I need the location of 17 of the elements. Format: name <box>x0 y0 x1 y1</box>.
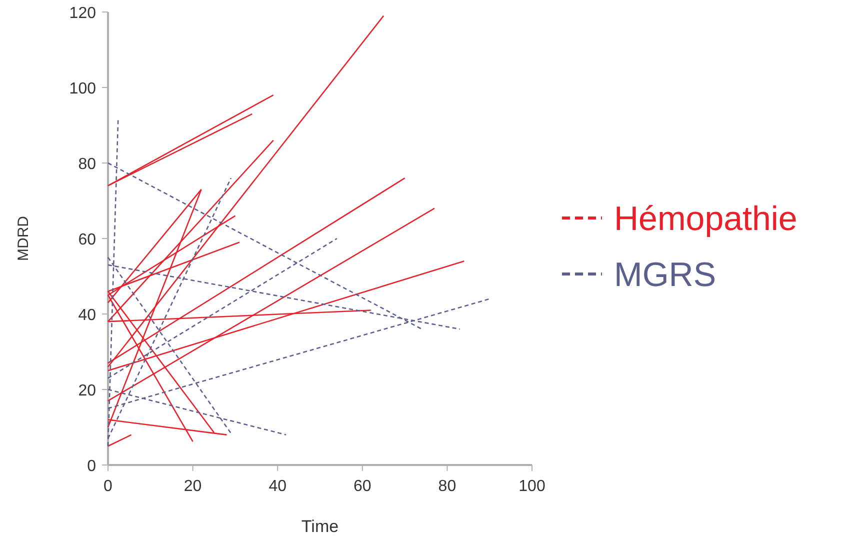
x-tick-label: 40 <box>268 478 287 495</box>
x-axis-title: Time <box>301 517 339 536</box>
y-tick-label: 100 <box>69 80 96 98</box>
x-tick-label: 80 <box>438 478 456 495</box>
x-tick-label: 60 <box>354 478 372 495</box>
x-tick-label: 100 <box>518 478 546 495</box>
y-axis-title: MDRD <box>15 216 32 261</box>
x-tick-label: 20 <box>184 478 202 495</box>
y-tick-label: 0 <box>87 458 96 475</box>
x-tick-label: 0 <box>104 478 113 495</box>
legend-label: Hémopathie <box>614 200 798 238</box>
y-tick-label: 20 <box>78 382 96 400</box>
y-tick-label: 40 <box>78 307 96 324</box>
y-tick-label: 60 <box>78 232 96 248</box>
legend-label: MGRS <box>614 256 716 294</box>
y-tick-label: 80 <box>78 156 96 173</box>
y-tick-label: 120 <box>69 5 96 22</box>
